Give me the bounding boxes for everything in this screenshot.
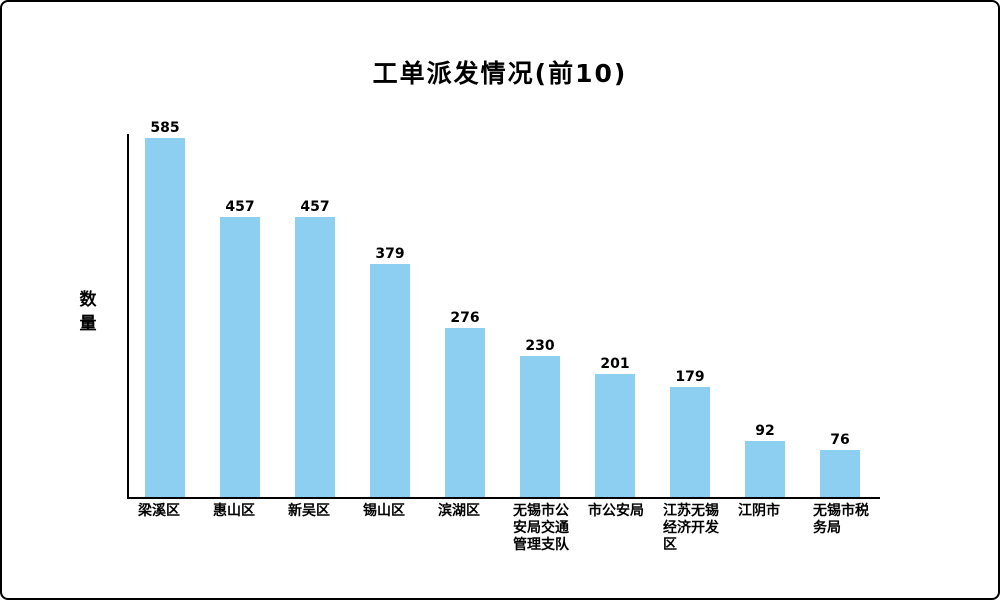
bar-value-label: 585 bbox=[150, 120, 180, 136]
x-tick-label: 市公安局 bbox=[588, 503, 644, 519]
bar-group: 585 bbox=[145, 116, 185, 497]
bar-value-label: 457 bbox=[300, 199, 330, 215]
x-tick-label: 锡山区 bbox=[363, 503, 405, 519]
bar-group: 276 bbox=[445, 306, 485, 497]
bar-value-label: 230 bbox=[525, 338, 555, 354]
x-tick-label: 滨湖区 bbox=[438, 503, 480, 519]
bar-group: 379 bbox=[370, 242, 410, 497]
bar-group: 92 bbox=[745, 419, 785, 497]
bar[interactable] bbox=[295, 217, 335, 497]
bar-value-label: 201 bbox=[600, 356, 630, 372]
bar-value-label: 276 bbox=[450, 310, 480, 326]
bar-value-label: 379 bbox=[375, 246, 405, 262]
x-axis-labels: 梁溪区 惠山区 新吴区 锡山区 滨湖区 无锡市公安局交通管理支队 市公安局 江苏无锡经济开发区… bbox=[127, 503, 927, 563]
bar-value-label: 457 bbox=[225, 199, 255, 215]
bar[interactable] bbox=[820, 450, 860, 497]
x-tick-label: 无锡市公安局交通管理支队 bbox=[513, 503, 569, 553]
bar[interactable] bbox=[145, 138, 185, 497]
x-tick-label: 江苏无锡经济开发区 bbox=[663, 503, 719, 553]
plot-area: 585 457 457 379 276 230 201 179 92 76 bbox=[127, 120, 880, 499]
bar-group: 201 bbox=[595, 352, 635, 497]
x-tick-label: 新吴区 bbox=[288, 503, 330, 519]
bar-group: 230 bbox=[520, 334, 560, 497]
bar[interactable] bbox=[595, 374, 635, 497]
x-tick-label: 惠山区 bbox=[213, 503, 255, 519]
bar-group: 76 bbox=[820, 428, 860, 497]
bar-group: 179 bbox=[670, 365, 710, 497]
x-tick-label: 梁溪区 bbox=[138, 503, 180, 519]
bar[interactable] bbox=[745, 441, 785, 497]
bar-value-label: 76 bbox=[830, 432, 850, 448]
bar-value-label: 179 bbox=[675, 369, 705, 385]
bar[interactable] bbox=[520, 356, 560, 497]
bar[interactable] bbox=[370, 264, 410, 497]
bar-value-label: 92 bbox=[755, 423, 775, 439]
chart-title: 工单派发情况(前10) bbox=[372, 59, 628, 88]
bar[interactable] bbox=[445, 328, 485, 497]
x-tick-label: 江阴市 bbox=[738, 503, 780, 519]
x-tick-label: 无锡市税务局 bbox=[813, 503, 869, 536]
bar-group: 457 bbox=[295, 195, 335, 497]
bar[interactable] bbox=[220, 217, 260, 497]
bar-group: 457 bbox=[220, 195, 260, 497]
y-axis-title: 数量 bbox=[79, 290, 97, 334]
bar[interactable] bbox=[670, 387, 710, 497]
